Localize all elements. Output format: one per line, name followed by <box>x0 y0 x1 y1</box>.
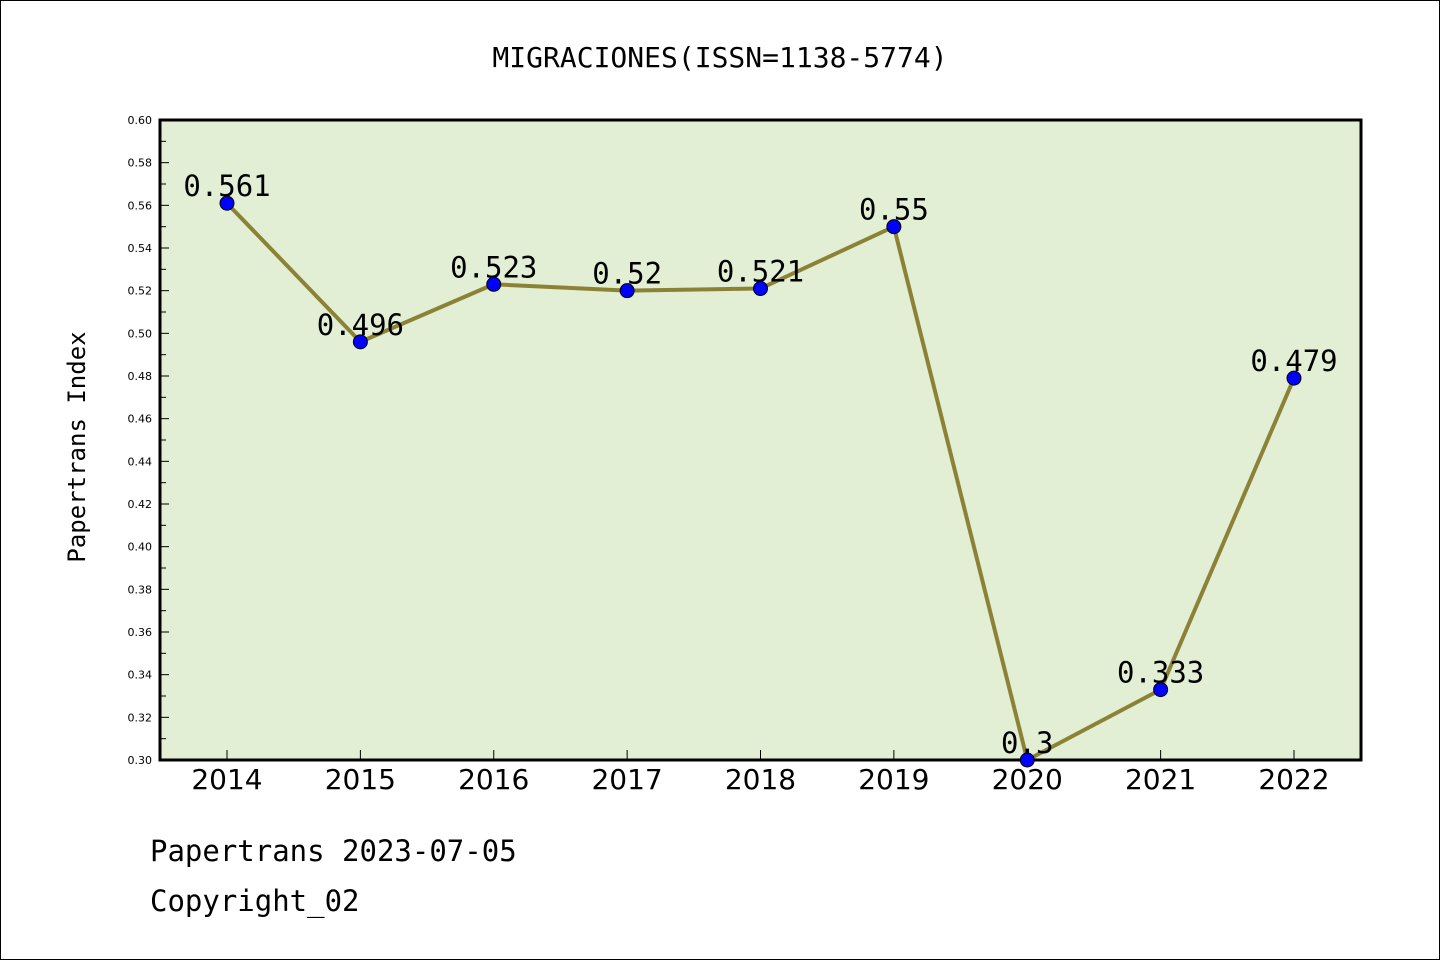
y-tick-label: 0.32 <box>128 711 153 724</box>
data-label: 0.561 <box>183 169 270 203</box>
x-tick-label: 2020 <box>992 763 1063 796</box>
data-points <box>219 195 1302 768</box>
x-tick-label: 2019 <box>858 763 929 796</box>
y-tick-label: 0.42 <box>128 498 153 511</box>
data-point <box>1286 370 1302 386</box>
footer-date: Papertrans 2023-07-05 <box>150 834 517 868</box>
y-tick-label: 0.30 <box>128 754 153 767</box>
data-label: 0.523 <box>450 250 537 284</box>
y-tick-label: 0.46 <box>128 413 153 426</box>
y-axis: 0.30 0.32 0.34 0.36 0.38 0.40 0.42 0.44 0.46 0.48… <box>128 114 169 767</box>
data-point <box>1153 682 1169 698</box>
y-tick-label: 0.58 <box>128 157 153 170</box>
x-tick-label: 2017 <box>591 763 662 796</box>
data-label: 0.52 <box>592 257 662 291</box>
data-label: 0.55 <box>859 193 929 227</box>
data-labels: 0.561 0.496 0.523 0.52 0.521 0.55 0.3 0.333 0.47… <box>183 169 1337 760</box>
y-tick-label: 0.44 <box>128 455 153 468</box>
data-label: 0.3 <box>1001 726 1053 760</box>
y-axis-label: Papertrans Index <box>63 331 91 562</box>
x-tick-label: 2021 <box>1125 763 1196 796</box>
data-point <box>886 219 902 235</box>
y-tick-label: 0.54 <box>128 242 153 255</box>
chart-title: MIGRACIONES(ISSN=1138-5774) <box>492 41 947 74</box>
data-label: 0.521 <box>717 255 804 289</box>
data-point <box>219 195 235 211</box>
x-tick-label: 2022 <box>1258 763 1329 796</box>
data-label: 0.496 <box>317 308 404 342</box>
data-point <box>753 281 768 297</box>
x-tick-label: 2014 <box>191 763 262 796</box>
x-tick-label: 2015 <box>325 763 396 796</box>
footer-copyright: Copyright_02 <box>150 884 360 918</box>
y-tick-label: 0.34 <box>128 669 153 682</box>
data-label: 0.333 <box>1117 656 1204 690</box>
y-tick-label: 0.56 <box>128 199 153 212</box>
y-tick-label: 0.36 <box>128 626 153 639</box>
data-point <box>352 334 368 350</box>
data-label: 0.479 <box>1250 344 1337 378</box>
x-tick-label: 2018 <box>725 763 796 796</box>
data-point <box>486 276 502 292</box>
data-point <box>1019 752 1035 768</box>
y-tick-label: 0.38 <box>128 583 153 596</box>
y-tick-label: 0.52 <box>128 285 153 298</box>
y-tick-label: 0.50 <box>128 327 153 340</box>
y-tick-label: 0.60 <box>128 114 153 127</box>
x-axis: 2014 2015 2016 2017 2018 2019 2020 2021 2022 <box>191 750 1330 796</box>
x-tick-label: 2016 <box>458 763 529 796</box>
plot-area <box>158 118 1363 762</box>
y-tick-label: 0.40 <box>128 541 153 554</box>
data-point <box>619 283 635 299</box>
y-tick-label: 0.48 <box>128 370 153 383</box>
